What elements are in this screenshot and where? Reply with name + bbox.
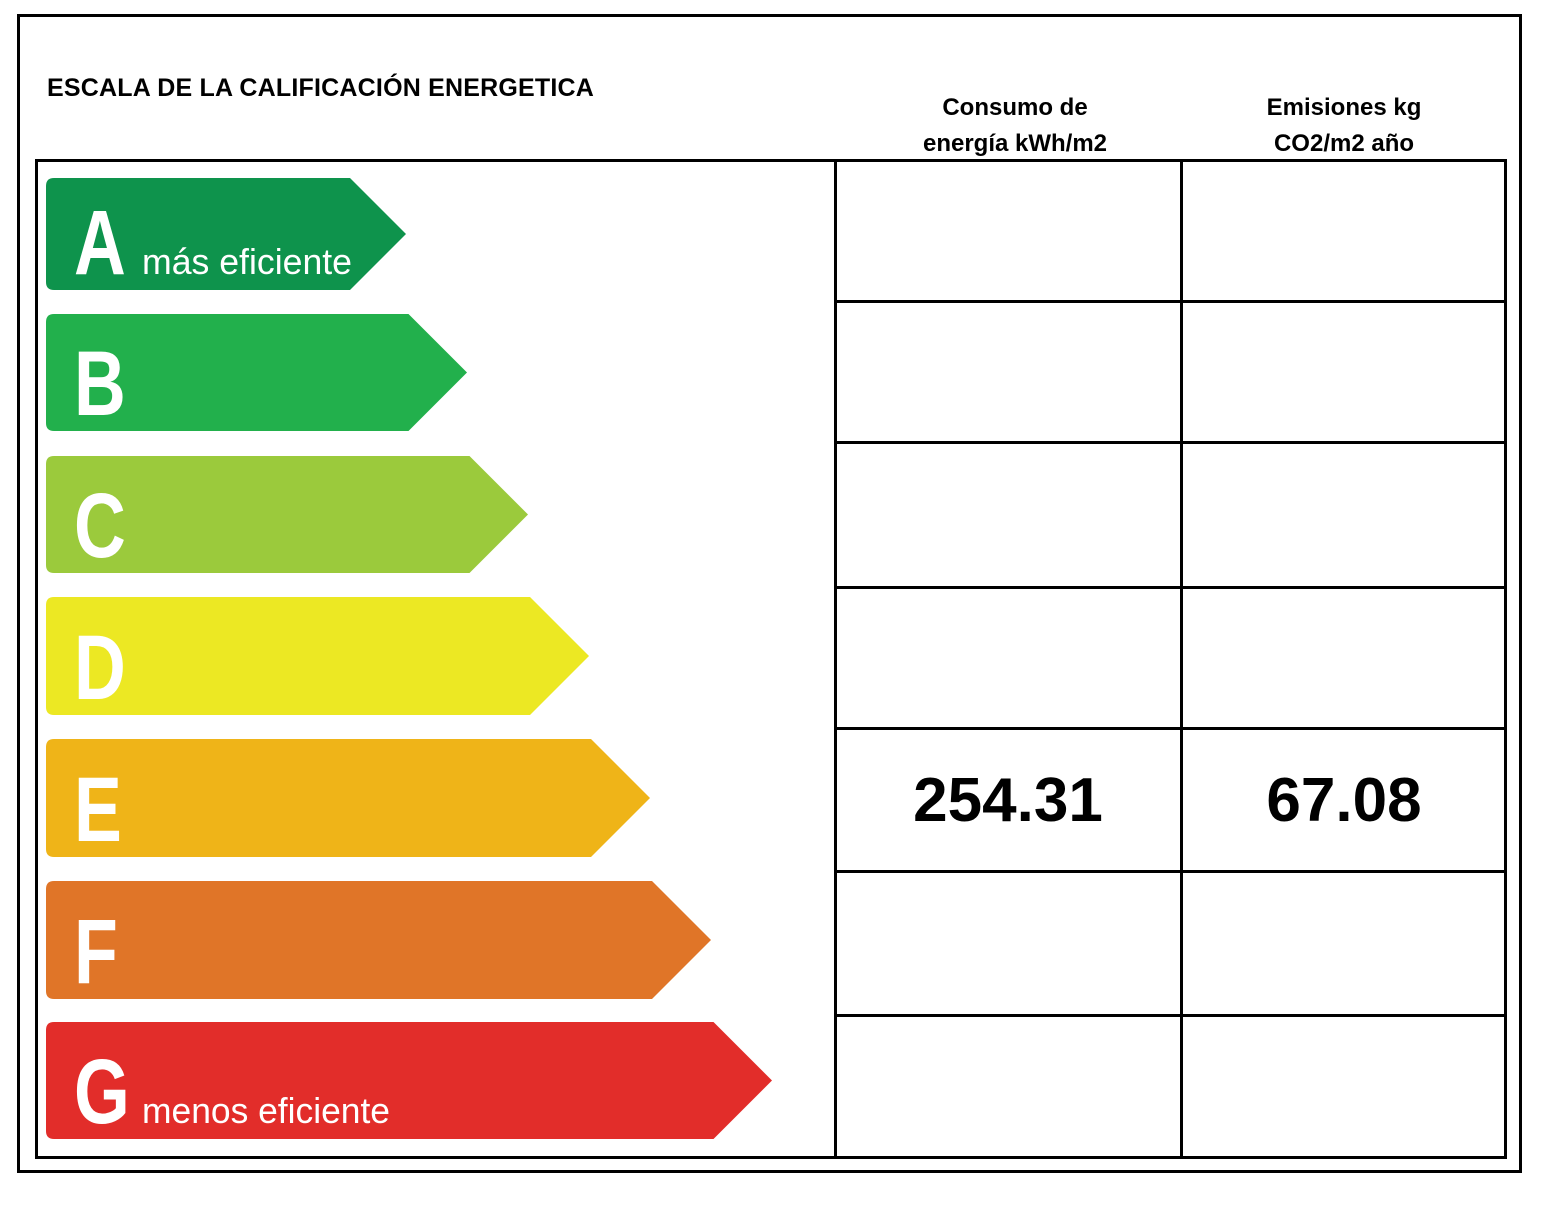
row-divider xyxy=(835,586,1507,589)
energy-bar-d xyxy=(46,597,589,715)
label-frame xyxy=(17,14,1522,1173)
emissions-value: 67.08 xyxy=(1266,766,1422,835)
energy-bar-a xyxy=(46,178,406,290)
row-divider xyxy=(835,1014,1507,1017)
row-divider xyxy=(835,300,1507,303)
energy-header-line-1: Consumo de xyxy=(942,94,1088,121)
energy-bar-letter: G xyxy=(74,1040,130,1143)
energy-bar-letter: F xyxy=(74,900,118,1003)
rating-table xyxy=(35,159,1507,1159)
energy-bar-subtitle: más eficiente xyxy=(142,241,352,282)
row-divider xyxy=(835,727,1507,730)
energy-consumption-value: 254.31 xyxy=(913,766,1103,835)
table-divider xyxy=(1180,159,1183,1159)
energy-bar-e xyxy=(46,739,650,857)
energy-bar-f xyxy=(46,881,711,999)
emissions-column-header: Emisiones kg CO2/m2 año xyxy=(1209,90,1479,162)
energy-bar-subtitle: menos eficiente xyxy=(142,1090,390,1131)
energy-bar-letter: E xyxy=(74,758,122,861)
energy-bar-letter: A xyxy=(74,191,126,294)
energy-bar-c xyxy=(46,456,528,573)
energy-bar-letter: C xyxy=(74,474,126,577)
row-divider xyxy=(835,441,1507,444)
energy-column-header: Consumo de energía kWh/m2 xyxy=(880,90,1150,162)
energy-header-line-2: energía kWh/m2 xyxy=(922,130,1108,157)
energy-bar-g xyxy=(46,1022,772,1139)
table-divider xyxy=(834,159,837,1159)
energy-bar-letter: B xyxy=(74,332,126,435)
row-divider xyxy=(835,870,1507,873)
emissions-header-line-2: CO2/m2 año xyxy=(1273,130,1415,157)
energy-bar-letter: D xyxy=(74,616,126,719)
emissions-header-line-1: Emisiones kg xyxy=(1266,94,1422,121)
energy-bar-b xyxy=(46,314,467,431)
page-title: ESCALA DE LA CALIFICACIÓN ENERGETICA xyxy=(47,74,595,102)
